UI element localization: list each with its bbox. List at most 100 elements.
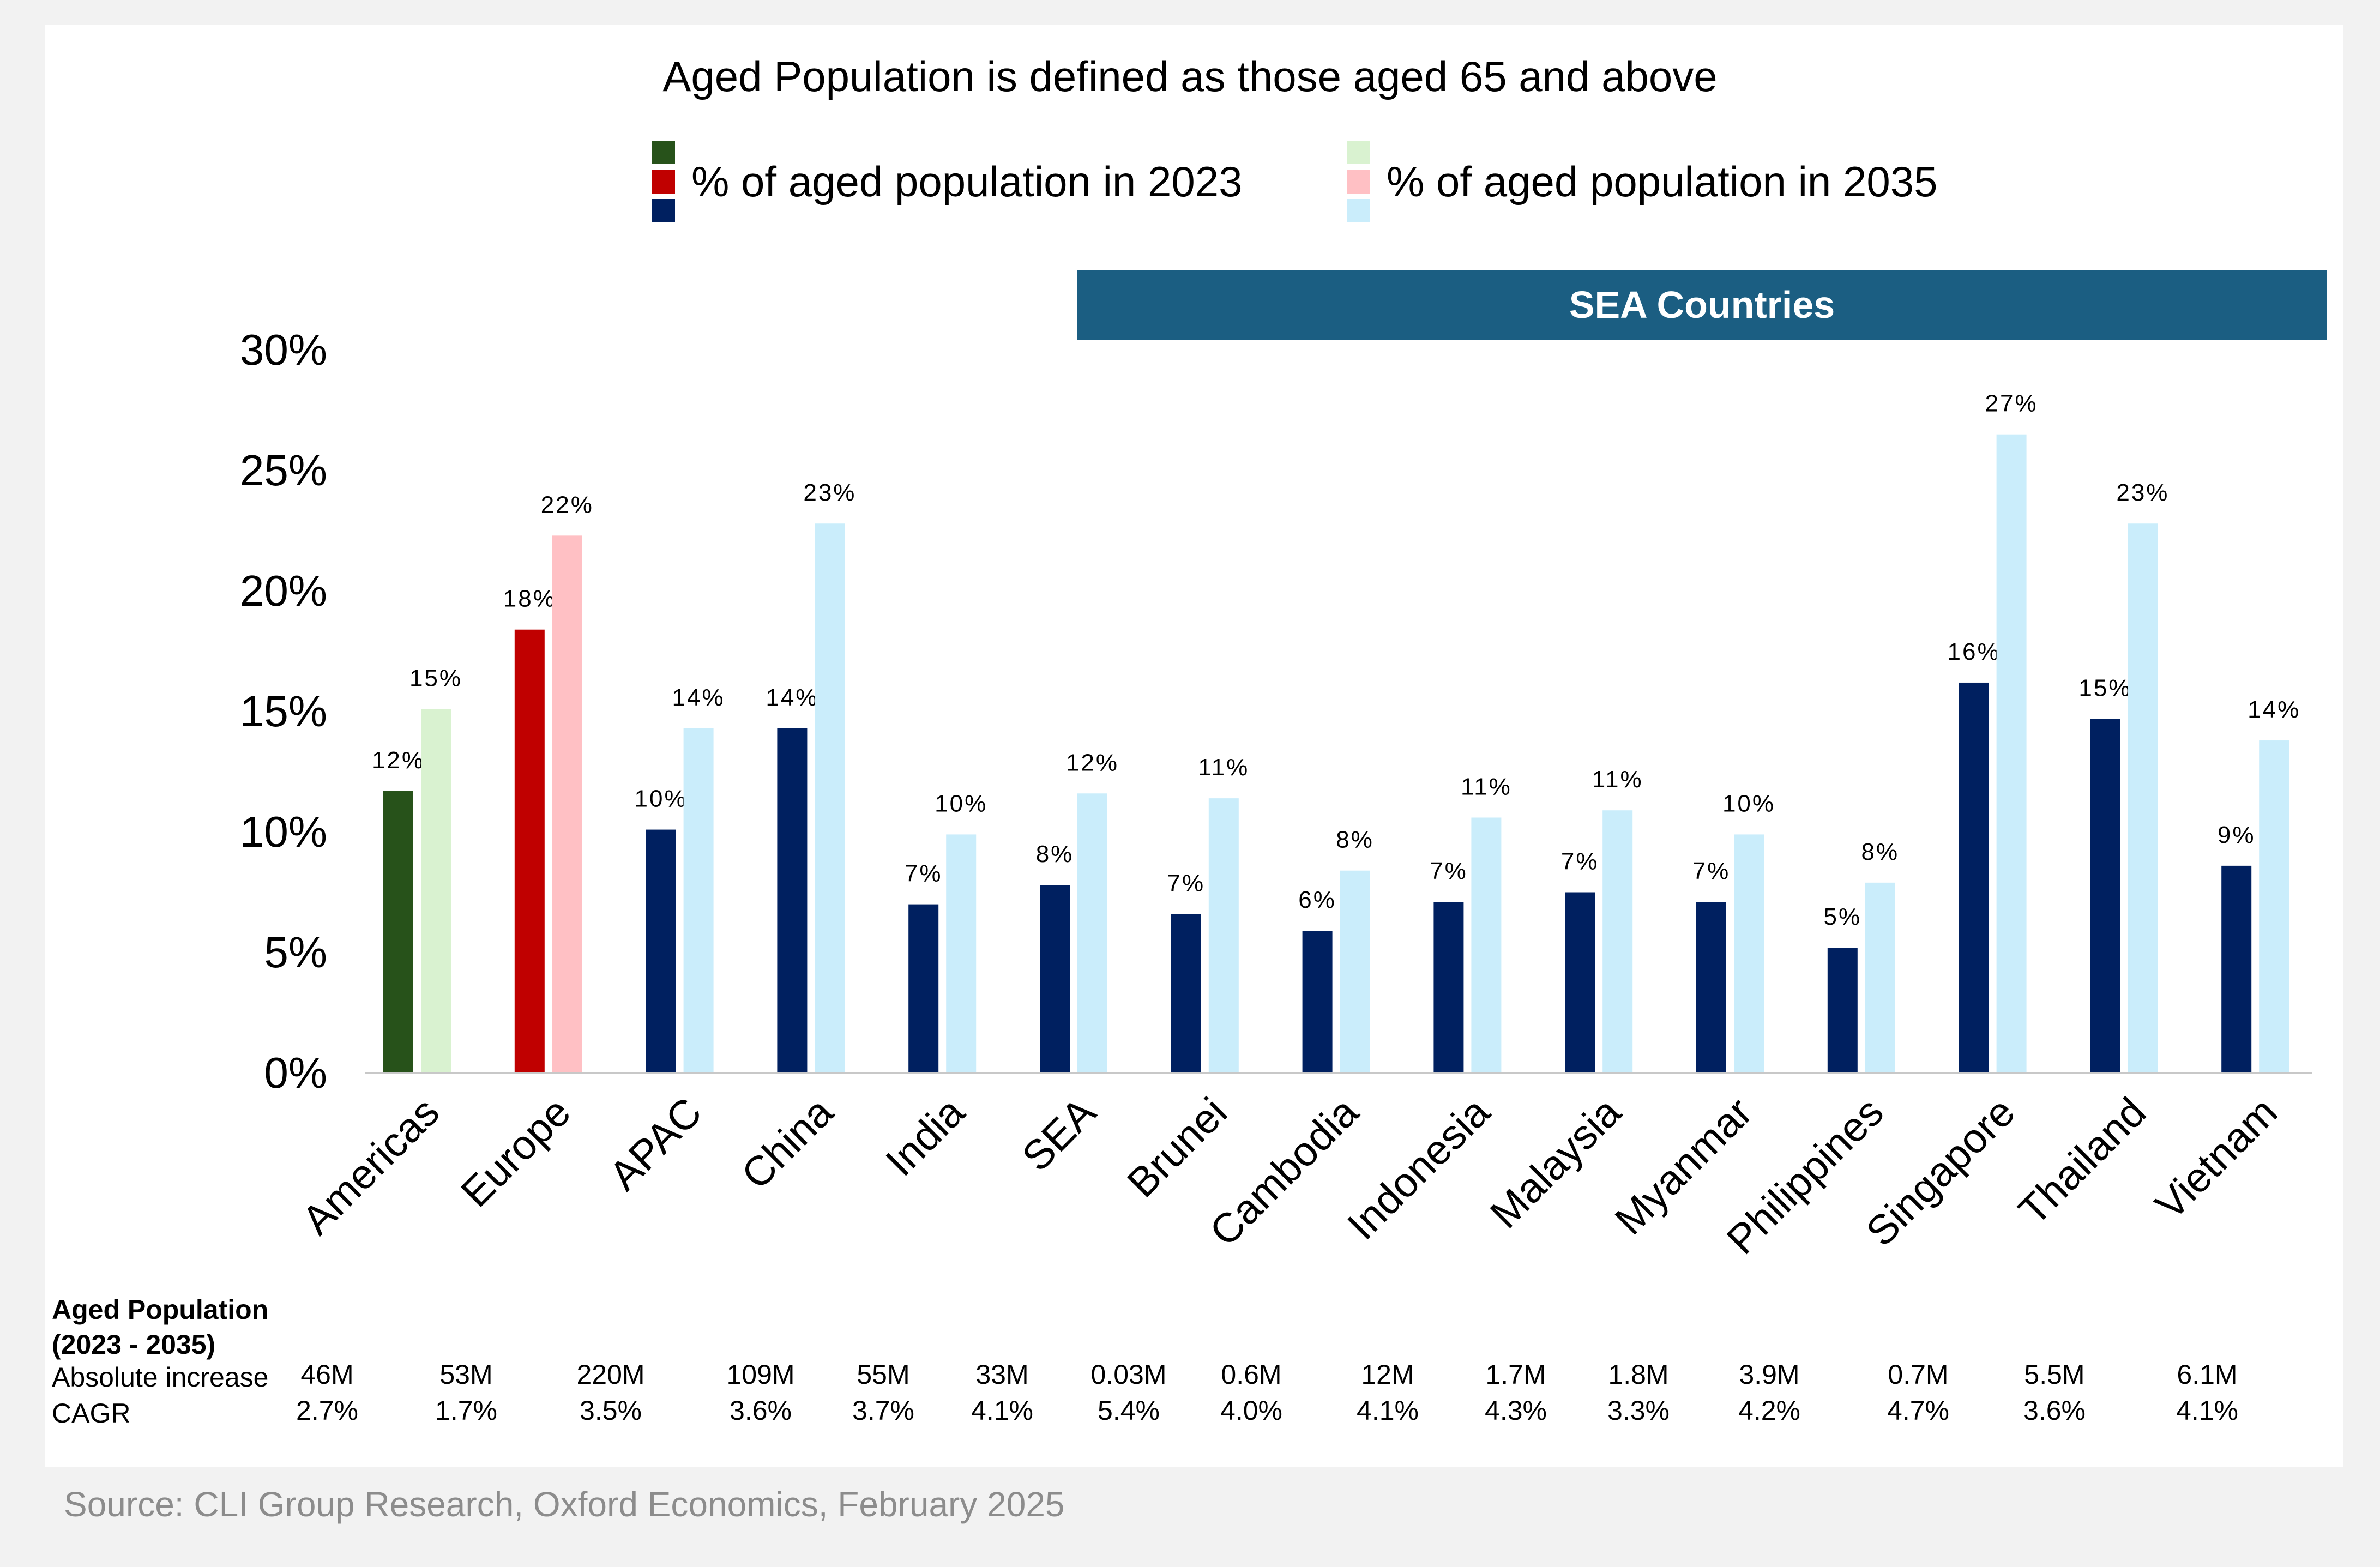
bar-2035-brunei: [1208, 798, 1239, 1073]
data-label-2023: 7%: [1430, 858, 1468, 884]
table-cell-absolute-increase: 109M: [726, 1359, 795, 1390]
sea-countries-banner: SEA Countries: [1077, 270, 2327, 340]
data-label-2035: 10%: [935, 790, 987, 817]
y-tick-label: 5%: [264, 928, 327, 977]
data-label-2035: 12%: [1066, 749, 1119, 776]
bar-2035-india: [946, 834, 977, 1073]
legend-item-2035: % of aged population in 2035: [1347, 141, 1938, 222]
data-label-2023: 10%: [635, 786, 688, 812]
data-label-2035: 22%: [541, 491, 594, 518]
data-label-2023: 9%: [2218, 822, 2256, 848]
table-cell-cagr: 5.4%: [1098, 1395, 1160, 1426]
legend-swatch-2023-red: [652, 170, 675, 194]
x-category-label: SEA: [1013, 1089, 1105, 1180]
x-category-label: Brunei: [1118, 1089, 1236, 1206]
data-label-2023: 12%: [372, 747, 425, 774]
bar-2023-brunei: [1171, 914, 1201, 1073]
table-heading: Aged Population (2023 - 2035): [52, 1292, 268, 1362]
x-category-label: China: [733, 1088, 842, 1198]
data-label-2035: 11%: [1198, 754, 1249, 781]
legend-swatch-2023-navy: [652, 199, 675, 222]
table-cell-absolute-increase: 0.03M: [1090, 1359, 1167, 1390]
table-cell-cagr: 1.7%: [435, 1395, 497, 1426]
table-cell-absolute-increase: 5.5M: [2024, 1359, 2085, 1390]
legend-swatch-2035-blue: [1347, 199, 1370, 222]
table-cell-absolute-increase: 55M: [857, 1359, 910, 1390]
table-cell-absolute-increase: 1.8M: [1608, 1359, 1669, 1390]
data-label-2035: 23%: [2116, 479, 2169, 506]
data-label-2023: 7%: [1561, 848, 1599, 875]
table-heading-line1: Aged Population: [52, 1294, 269, 1325]
data-label-2035: 8%: [1861, 839, 1900, 865]
data-label-2035: 11%: [1592, 766, 1643, 793]
bar-2035-singapore: [1996, 434, 2027, 1074]
bar-2023-china: [777, 728, 808, 1073]
y-tick-label: 10%: [240, 807, 327, 856]
bar-2035-cambodia: [1340, 870, 1370, 1073]
data-label-2035: 11%: [1461, 773, 1512, 800]
table-cell-absolute-increase: 0.6M: [1221, 1359, 1282, 1390]
chart-title: Aged Population is defined as those aged…: [662, 52, 1718, 100]
x-category-label: Thailand: [2010, 1089, 2155, 1234]
legend-swatch-2035-green: [1347, 141, 1370, 164]
bar-2023-europe: [514, 629, 545, 1073]
table-cell-cagr: 3.7%: [852, 1395, 914, 1426]
bar-2035-myanmar: [1734, 834, 1764, 1073]
data-label-2023: 7%: [905, 860, 943, 887]
x-category-label: Indonesia: [1339, 1088, 1499, 1249]
data-label-2023: 14%: [766, 684, 818, 711]
data-label-2023: 18%: [503, 586, 556, 612]
data-label-2035: 23%: [803, 479, 856, 506]
data-label-2023: 6%: [1298, 887, 1336, 913]
legend-item-2023: % of aged population in 2023: [652, 141, 1243, 222]
bar-chart: 0% 5% 10% 15% 20% 25% 30% 12% 18% 10% 14% 7% 8% 7% 6% 7…: [240, 326, 2312, 1263]
y-tick-label: 15%: [240, 687, 327, 736]
table-row-label-cagr: CAGR: [52, 1398, 131, 1429]
bar-2023-india: [908, 904, 939, 1073]
bar-2023-sea: [1040, 885, 1070, 1073]
x-category-label: APAC: [600, 1089, 710, 1199]
x-category-label: Vietnam: [2147, 1089, 2286, 1228]
table-cell-absolute-increase: 12M: [1361, 1359, 1414, 1390]
legend-label-2035: % of aged population in 2035: [1387, 157, 1938, 206]
table-heading-line2: (2023 - 2035): [52, 1329, 216, 1360]
data-label-2035: 10%: [1722, 790, 1775, 817]
data-label-2023: 16%: [1948, 638, 2001, 665]
table-cell-absolute-increase: 220M: [576, 1359, 645, 1390]
legend-swatch-2023-green: [652, 141, 675, 164]
bar-2023-vietnam: [2221, 865, 2252, 1073]
bar-2035-sea: [1077, 793, 1107, 1073]
bar-2035-indonesia: [1471, 817, 1502, 1073]
table-cell-cagr: 4.3%: [1485, 1395, 1547, 1426]
bar-2023-myanmar: [1696, 902, 1726, 1073]
table-row-label-absolute: Absolute increase: [52, 1362, 269, 1393]
table-cell-absolute-increase: 6.1M: [2177, 1359, 2238, 1390]
bar-2035-americas: [421, 709, 451, 1073]
x-category-label: Europe: [452, 1089, 579, 1216]
table-cell-cagr: 3.3%: [1607, 1395, 1670, 1426]
bar-2035-europe: [552, 535, 582, 1073]
table-cell-absolute-increase: 3.9M: [1739, 1359, 1800, 1390]
legend-label-2023: % of aged population in 2023: [691, 157, 1243, 206]
data-label-2035: 14%: [2248, 696, 2300, 723]
table-cell-cagr: 4.1%: [1357, 1395, 1419, 1426]
bar-2023-americas: [383, 791, 413, 1073]
table-cell-cagr: 4.2%: [1738, 1395, 1800, 1426]
data-label-2035: 15%: [409, 665, 462, 692]
source-note: Source: CLI Group Research, Oxford Econo…: [64, 1485, 1065, 1524]
data-label-2023: 5%: [1824, 903, 1862, 930]
data-label-2035: 8%: [1336, 827, 1374, 853]
legend-swatches-2023: [652, 141, 675, 222]
x-category-label: Americas: [293, 1089, 448, 1244]
bar-2023-thailand: [2090, 719, 2120, 1073]
table-cell-cagr: 4.0%: [1220, 1395, 1282, 1426]
bar-2023-indonesia: [1433, 902, 1464, 1073]
data-label-2023: 15%: [2078, 674, 2131, 701]
table-cell-cagr: 4.1%: [2176, 1395, 2238, 1426]
bar-2023-singapore: [1959, 682, 1989, 1073]
bar-2035-vietnam: [2259, 740, 2289, 1073]
table-cell-cagr: 2.7%: [296, 1395, 358, 1426]
data-label-2035: 14%: [672, 684, 725, 711]
data-label-2035: 27%: [1985, 390, 2038, 417]
data-label-2023: 7%: [1167, 870, 1206, 896]
